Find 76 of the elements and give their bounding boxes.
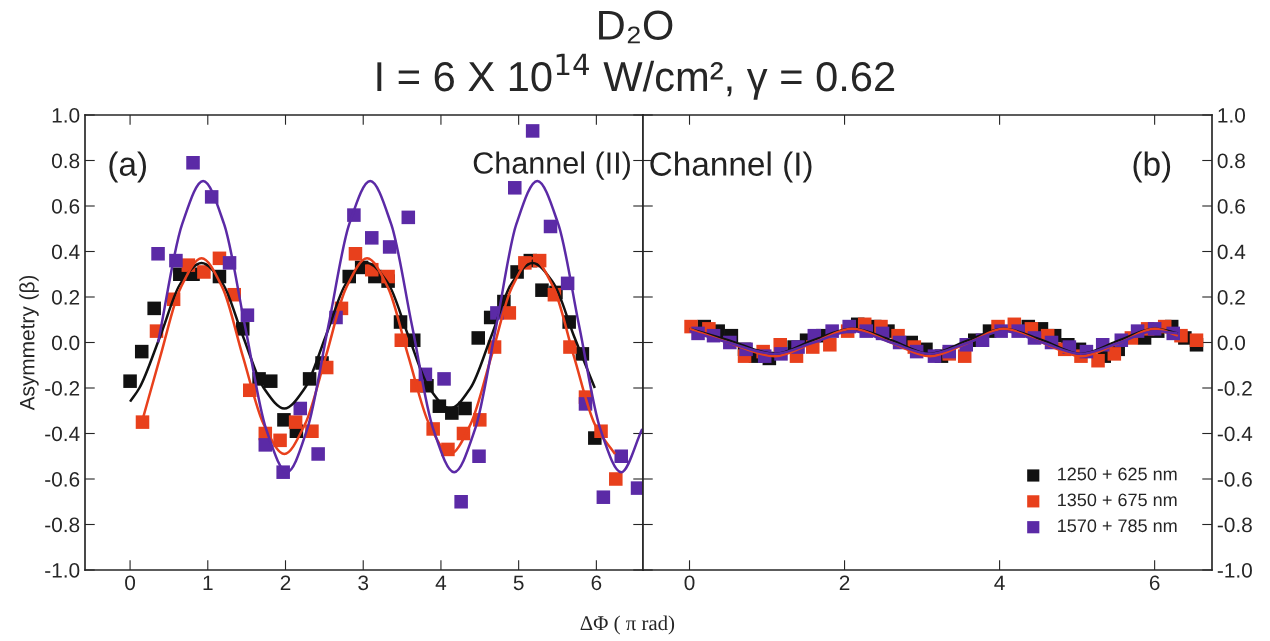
point <box>135 415 150 429</box>
x-tick-label: 0 <box>125 575 136 591</box>
y-tick-label: 0.4 <box>51 244 80 260</box>
y-tick-label: 0.6 <box>51 199 80 214</box>
point <box>1189 333 1204 347</box>
annotation: Channel (I) <box>650 151 812 183</box>
x-tick-label: 4 <box>435 575 447 590</box>
y-axis-title: Asymmetry (β) <box>19 275 39 411</box>
y-tick-label: -0.6 <box>45 472 80 487</box>
y-tick-label: 0.6 <box>1217 199 1245 214</box>
y-tick-label: -0.8 <box>45 517 80 533</box>
x-tick-label: 5 <box>513 575 524 591</box>
y-tick-label: 0.0 <box>51 335 80 351</box>
point <box>1107 347 1122 361</box>
x-tick-label: 6 <box>1149 575 1160 591</box>
y-tick-label: 1.0 <box>1218 108 1246 123</box>
y-tick-label: -0.2 <box>45 381 80 396</box>
point <box>543 219 558 234</box>
x-tick-label: 4 <box>994 575 1005 590</box>
y-tick-label: -1.0 <box>45 563 80 578</box>
point <box>1091 353 1105 368</box>
point <box>525 124 540 138</box>
legend-label: 1570 + 785 nm <box>1058 519 1177 533</box>
y-tick-label: -1.0 <box>1217 563 1252 578</box>
point <box>123 374 137 388</box>
point <box>401 210 416 225</box>
y-tick-label: 0.4 <box>1217 244 1246 260</box>
y-tick-label: 1.0 <box>52 108 80 123</box>
point <box>471 331 486 345</box>
y-tick-label: -0.4 <box>45 426 80 442</box>
legend-label: 1350 + 675 nm <box>1058 493 1177 507</box>
x-tick-label: 0 <box>684 575 695 591</box>
point <box>348 247 363 261</box>
point <box>382 240 397 254</box>
y-tick-label: -0.6 <box>1217 472 1252 487</box>
point <box>273 433 287 448</box>
annotation: Channel (II) <box>473 151 630 180</box>
y-tick-label: 0.2 <box>51 290 80 305</box>
point <box>472 449 486 464</box>
chart-title: D₂O <box>599 10 673 44</box>
annotation: (a) <box>109 151 146 183</box>
legend-label: 1250 + 625 nm <box>1058 467 1177 481</box>
point <box>535 283 549 297</box>
point <box>311 447 325 461</box>
x-tick-label: 6 <box>591 575 602 591</box>
point <box>365 231 379 245</box>
x-tick-label: 3 <box>358 575 369 591</box>
point <box>458 401 472 416</box>
point <box>186 156 200 170</box>
point <box>596 490 611 504</box>
point <box>288 415 303 429</box>
y-tick-label: -0.2 <box>1217 381 1252 396</box>
y-tick-label: 0.8 <box>51 153 80 169</box>
y-tick-label: 0.2 <box>1217 290 1245 305</box>
chart-subtitle: I = 6 X 10$^{14}$ W/cm², γ = 0.62 <box>377 53 895 100</box>
point <box>293 401 308 416</box>
y-tick-label: -0.8 <box>1217 517 1252 533</box>
point <box>437 372 451 386</box>
point <box>147 301 161 316</box>
y-tick-label: -0.4 <box>1217 426 1253 442</box>
point <box>454 494 468 509</box>
point <box>823 338 837 352</box>
x-tick-label: 2 <box>280 575 291 590</box>
point <box>197 265 211 279</box>
point <box>263 374 278 388</box>
x-axis-title: ΔΦ ( π rad) <box>580 615 675 635</box>
point <box>134 344 149 359</box>
x-tick-label: 1 <box>203 575 213 590</box>
y-tick-label: 0.8 <box>1217 153 1245 169</box>
point <box>151 247 165 261</box>
x-tick-label: 2 <box>839 575 850 590</box>
point <box>508 181 522 195</box>
point <box>614 449 629 464</box>
y-tick-label: 0.0 <box>1217 335 1246 351</box>
annotation: (b) <box>1133 151 1171 183</box>
point <box>609 472 623 486</box>
